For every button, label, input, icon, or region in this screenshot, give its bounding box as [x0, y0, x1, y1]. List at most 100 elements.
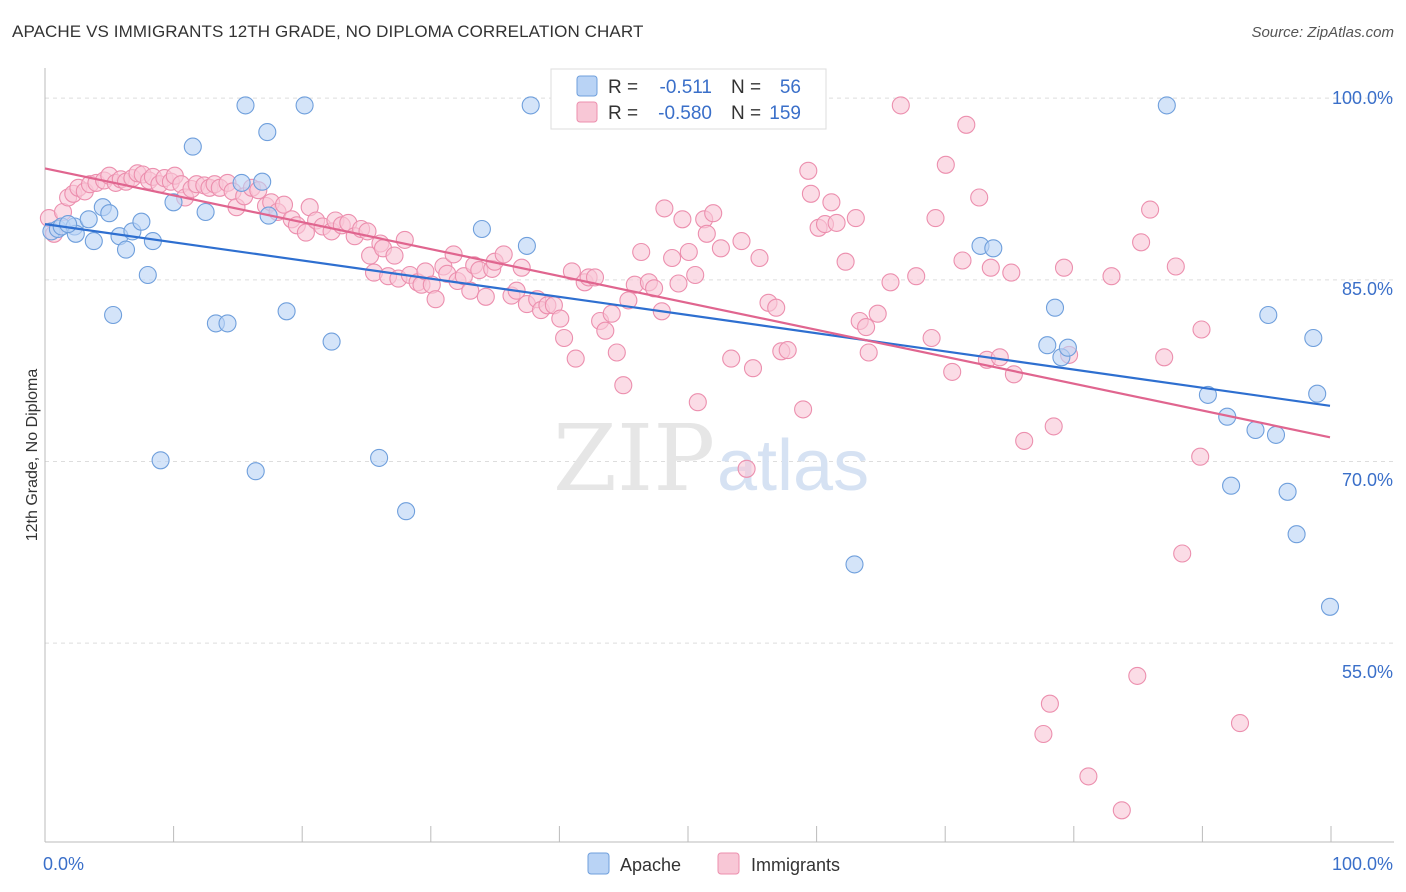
apache-point	[253, 172, 272, 191]
apache-point	[295, 96, 314, 115]
immigrants-point	[1128, 666, 1147, 685]
immigrants-point	[868, 304, 887, 323]
apache-point	[196, 202, 215, 222]
apache-point	[322, 332, 341, 351]
immigrants-point	[1141, 200, 1160, 219]
immigrants-point	[836, 252, 855, 271]
immigrants-point	[274, 195, 294, 214]
immigrants-point	[1230, 714, 1250, 733]
apache-point	[132, 212, 151, 231]
immigrants-legend-swatch	[717, 852, 740, 875]
apache-point	[1198, 385, 1217, 404]
immigrants-point	[943, 362, 962, 381]
apache-point	[1157, 96, 1176, 115]
immigrants-point	[750, 248, 769, 268]
y-axis-label: 12th Grade, No Diploma	[24, 369, 41, 542]
immigrants-point	[1004, 365, 1023, 384]
immigrants-point	[981, 258, 1000, 277]
immigrants-point	[1132, 233, 1151, 252]
apache-point	[100, 204, 119, 223]
immigrants-point	[1173, 544, 1192, 563]
immigrants-n-label: N =	[731, 103, 761, 124]
immigrants-point	[970, 188, 989, 207]
apache-point	[59, 215, 78, 234]
apache-r-value: -0.511	[660, 77, 712, 98]
apache-point	[246, 462, 265, 481]
apache-point	[984, 239, 1003, 258]
apache-point	[164, 193, 183, 212]
immigrants-point	[881, 273, 900, 292]
immigrants-trend-line	[44, 167, 1331, 439]
immigrants-point	[1191, 447, 1210, 466]
immigrants-point	[426, 290, 445, 309]
immigrants-point	[857, 318, 876, 337]
apache-point	[1287, 525, 1306, 544]
apache-point	[151, 451, 170, 470]
apache-swatch	[576, 75, 598, 97]
apache-points	[42, 96, 1340, 616]
immigrants-point	[607, 343, 626, 362]
apache-n-label: N =	[731, 77, 761, 98]
immigrants-point	[1192, 320, 1211, 339]
immigrants-point	[619, 291, 638, 310]
immigrants-point	[711, 239, 730, 258]
immigrants-point	[596, 321, 615, 340]
immigrants-point	[859, 343, 878, 362]
apache-point	[258, 123, 277, 142]
immigrants-point	[722, 349, 741, 368]
immigrants-point	[614, 376, 633, 395]
apache-point	[1308, 384, 1327, 403]
immigrants-point	[891, 96, 910, 115]
apache-r-label: R =	[608, 77, 638, 98]
apache-point	[1266, 425, 1286, 444]
apache-point	[277, 302, 296, 321]
apache-legend-swatch	[587, 852, 610, 875]
apache-point	[116, 240, 136, 259]
immigrants-point	[566, 349, 585, 368]
immigrants-n-value: 159	[769, 103, 801, 124]
immigrants-point	[778, 341, 797, 360]
apache-point	[521, 96, 540, 115]
immigrants-point	[494, 245, 513, 264]
apache-point	[138, 265, 157, 285]
immigrants-point	[846, 209, 865, 228]
immigrants-point	[922, 328, 941, 348]
immigrants-point	[669, 274, 688, 293]
immigrants-point	[1034, 724, 1053, 744]
immigrants-point	[953, 251, 972, 270]
immigrants-point	[827, 213, 846, 232]
apache-point	[79, 210, 98, 229]
immigrants-point	[673, 210, 692, 229]
y-tick-label: 70.0%	[1342, 470, 1393, 490]
apache-point	[1304, 328, 1323, 348]
immigrants-point	[1155, 348, 1174, 367]
immigrants-legend-label: Immigrants	[751, 855, 840, 875]
apache-point	[1038, 336, 1057, 355]
immigrants-point	[655, 199, 674, 218]
immigrants-r-label: R =	[608, 103, 638, 124]
x-tick-label: 0.0%	[43, 854, 84, 874]
apache-point	[232, 173, 251, 192]
immigrants-point	[679, 242, 698, 262]
apache-point	[236, 96, 255, 115]
immigrants-point	[936, 155, 955, 174]
immigrants-point	[732, 232, 751, 251]
y-tick-label: 100.0%	[1332, 88, 1393, 108]
immigrants-point	[686, 265, 705, 285]
immigrants-point	[632, 242, 651, 262]
immigrants-point	[767, 298, 786, 317]
immigrants-point	[551, 309, 570, 328]
immigrants-point	[799, 161, 818, 180]
immigrants-point	[907, 267, 926, 286]
y-tick-label: 55.0%	[1342, 662, 1393, 682]
immigrants-point	[461, 281, 480, 300]
apache-point	[397, 502, 416, 521]
apache-point	[517, 236, 536, 255]
apache-point	[1222, 476, 1241, 495]
immigrants-point	[555, 328, 574, 348]
apache-point	[1320, 597, 1340, 616]
immigrants-point	[743, 359, 763, 378]
immigrants-point	[1112, 801, 1131, 820]
immigrants-point	[663, 248, 682, 268]
